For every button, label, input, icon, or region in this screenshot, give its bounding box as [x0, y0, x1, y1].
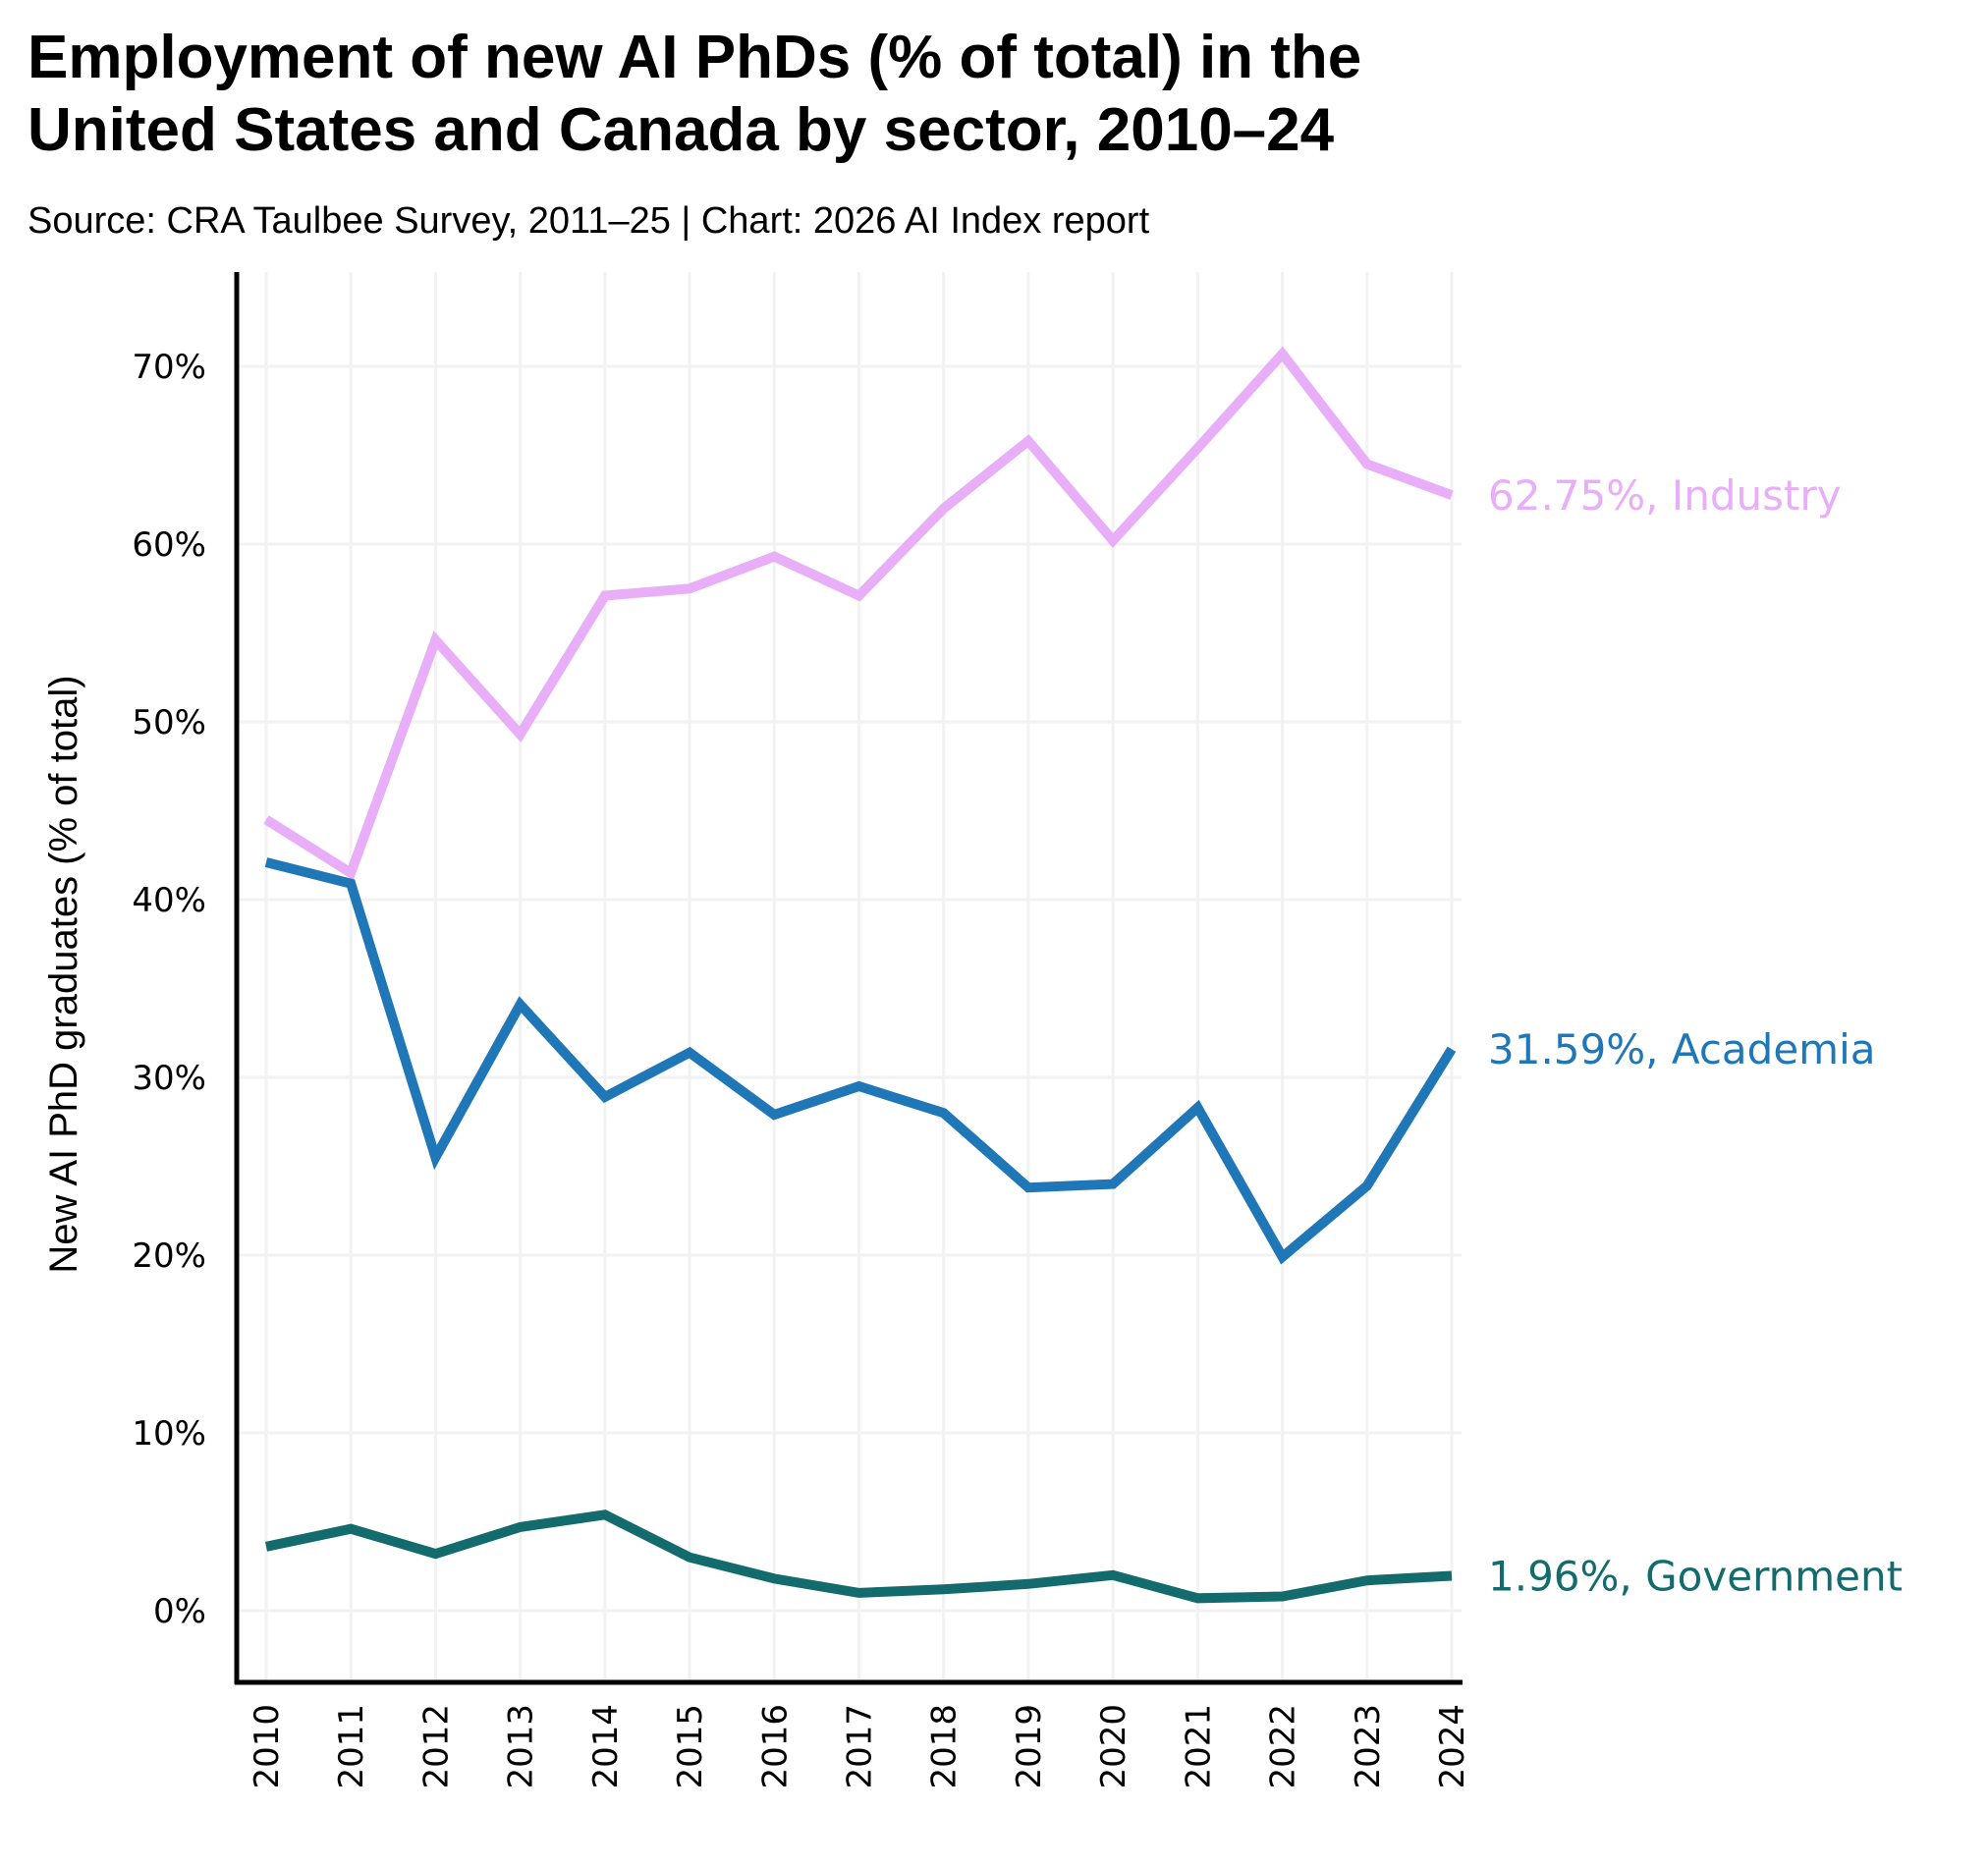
series-lines [263, 346, 1457, 1604]
y-axis-label: New AI PhD graduates (% of total) [42, 675, 85, 1273]
chart-title-line-2: United States and Canada by sector, 2010… [28, 96, 1335, 164]
chart-subtitle: Source: CRA Taulbee Survey, 2011–25 | Ch… [28, 200, 1150, 242]
x-tick-label: 2016 [755, 1704, 795, 1789]
y-tick-label: 60% [132, 525, 206, 565]
x-tick-labels: 2010 2011 2012 2013 2014 2015 2016 2017 2018 2019… [248, 1704, 1472, 1789]
chart-title: Employment of new AI PhDs (% of total) i… [28, 22, 1894, 167]
y-tick-label: 50% [132, 703, 206, 742]
axes [234, 272, 1463, 1685]
x-tick-label: 2018 [925, 1704, 965, 1789]
end-label-academia: 31.59%, Academia [1488, 1025, 1876, 1073]
chart-title-line-1: Employment of new AI PhDs (% of total) i… [28, 24, 1362, 91]
y-tick-label: 10% [132, 1414, 206, 1454]
y-tick-label: 20% [132, 1236, 206, 1276]
x-tick-label: 2010 [248, 1704, 287, 1789]
x-tick-label: 2015 [671, 1704, 710, 1789]
y-tick-label: 0% [153, 1592, 206, 1631]
x-tick-label: 2022 [1264, 1704, 1303, 1789]
x-tick-label: 2014 [586, 1704, 626, 1789]
x-tick-label: 2011 [332, 1704, 371, 1789]
x-tick-label: 2021 [1179, 1704, 1218, 1789]
x-tick-label: 2013 [502, 1704, 541, 1789]
end-label-industry: 62.75%, Industry [1488, 471, 1842, 520]
gridlines [239, 272, 1462, 1680]
x-tick-label: 2012 [416, 1704, 456, 1789]
y-tick-labels: 0% 10% 20% 30% 40% 50% 60% 70% [132, 348, 206, 1631]
x-tick-label: 2023 [1349, 1704, 1388, 1789]
end-labels: 62.75%, Industry 31.59%, Academia 1.96%, G… [1488, 471, 1903, 1600]
end-label-government: 1.96%, Government [1488, 1553, 1903, 1601]
x-tick-label: 2017 [841, 1704, 880, 1789]
y-tick-label: 30% [132, 1059, 206, 1098]
x-tick-label: 2020 [1094, 1704, 1133, 1789]
y-tick-label: 70% [132, 348, 206, 387]
x-tick-label: 2019 [1010, 1704, 1049, 1789]
x-tick-label: 2024 [1433, 1704, 1472, 1789]
y-tick-label: 40% [132, 881, 206, 920]
